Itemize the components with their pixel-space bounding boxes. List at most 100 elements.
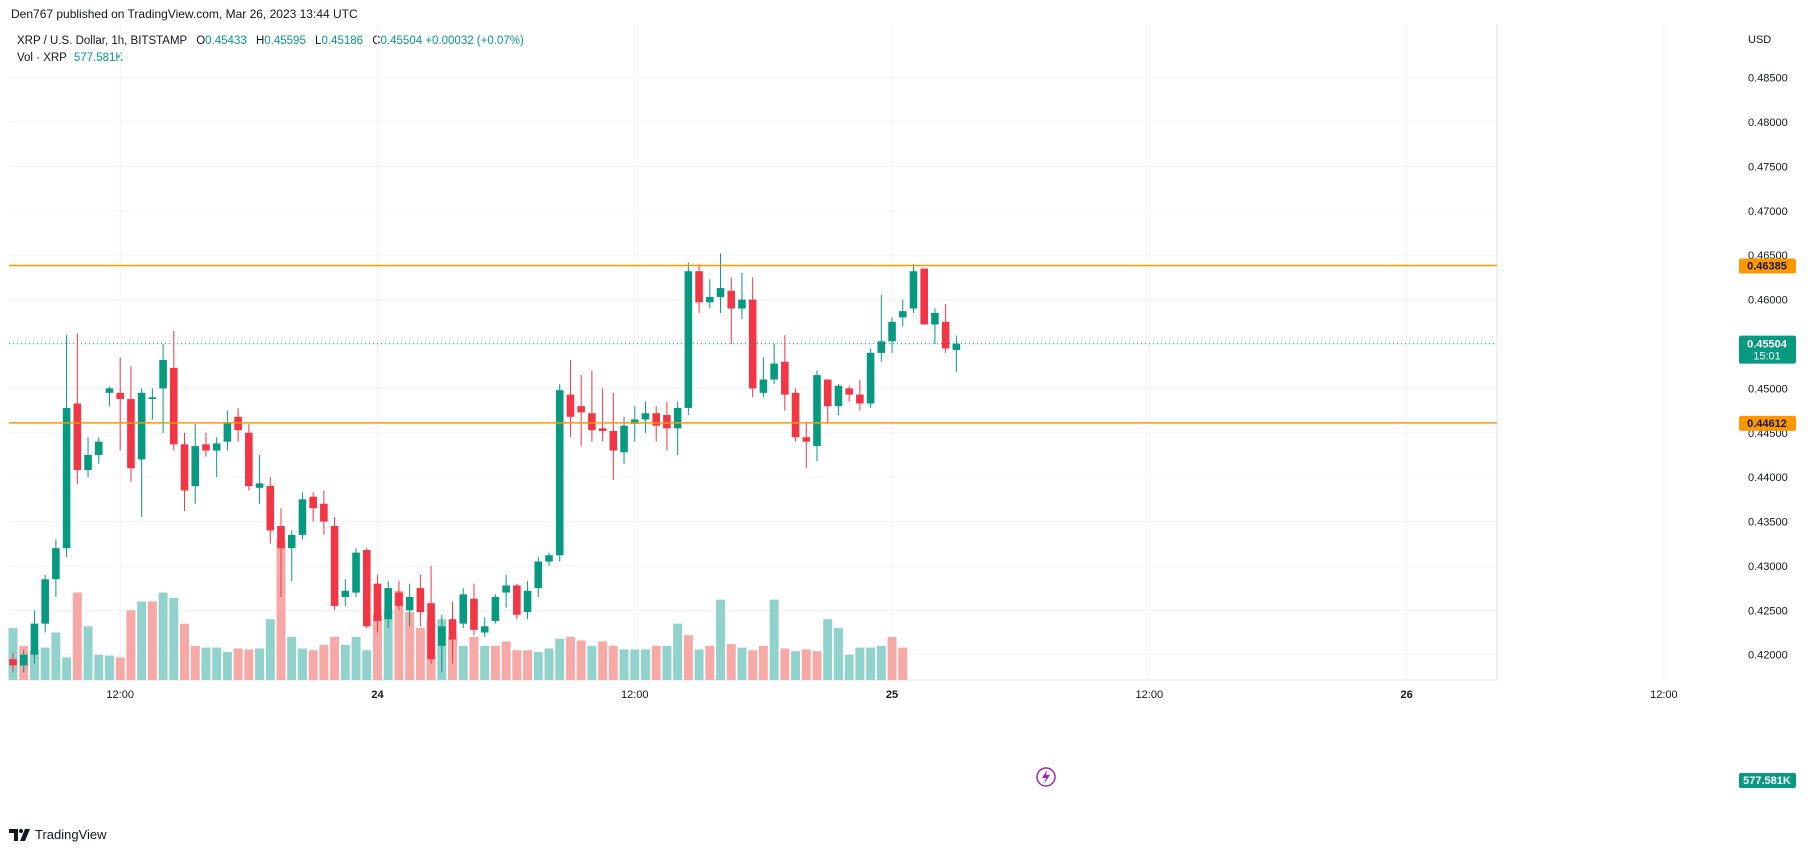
candle-body[interactable] xyxy=(148,397,157,400)
candle-body[interactable] xyxy=(770,363,778,380)
candle-body[interactable] xyxy=(287,534,296,549)
candle-body[interactable] xyxy=(298,499,307,535)
candle-body[interactable] xyxy=(802,437,811,442)
candle-body[interactable] xyxy=(888,321,896,342)
candle-body[interactable] xyxy=(255,483,264,488)
candle-body[interactable] xyxy=(427,603,435,660)
candle-body[interactable] xyxy=(170,367,178,445)
candle-body[interactable] xyxy=(191,446,200,487)
candle-body[interactable] xyxy=(630,419,639,424)
candle-body[interactable] xyxy=(266,486,275,531)
candle-body[interactable] xyxy=(641,413,650,420)
candle-body[interactable] xyxy=(448,619,457,640)
candle-body[interactable] xyxy=(545,555,553,562)
candle-body[interactable] xyxy=(502,585,510,593)
candle-body[interactable] xyxy=(866,352,875,404)
candle-body[interactable] xyxy=(845,388,853,395)
candle-body[interactable] xyxy=(813,375,821,447)
candle-body[interactable] xyxy=(588,413,596,431)
candle-body[interactable] xyxy=(438,626,446,646)
volume-bar xyxy=(587,645,597,680)
candle-body[interactable] xyxy=(898,311,907,318)
volume-key[interactable]: Vol · XRP xyxy=(17,52,67,64)
y-tick-label: 0.48500 xyxy=(1748,73,1788,85)
candle-body[interactable] xyxy=(716,288,725,297)
candle-body[interactable] xyxy=(856,394,864,404)
candle-body[interactable] xyxy=(684,271,693,408)
candle-body[interactable] xyxy=(781,361,789,395)
candle-body[interactable] xyxy=(62,407,71,549)
candle-body[interactable] xyxy=(127,399,135,469)
candle-body[interactable] xyxy=(41,579,49,624)
candle-body[interactable] xyxy=(470,598,478,630)
symbol-label[interactable]: XRP / U.S. Dollar, 1h, BITSTAMP xyxy=(17,35,188,47)
candle-body[interactable] xyxy=(834,385,843,407)
candle-body[interactable] xyxy=(395,592,403,606)
candle-body[interactable] xyxy=(159,359,167,389)
level-price-tag xyxy=(1739,415,1796,431)
candle-body[interactable] xyxy=(416,588,425,613)
candle-body[interactable] xyxy=(73,403,82,471)
candle-body[interactable] xyxy=(373,583,382,621)
candle-body[interactable] xyxy=(909,271,918,309)
candle-body[interactable] xyxy=(759,379,768,393)
candle-body[interactable] xyxy=(137,392,146,460)
candle-body[interactable] xyxy=(748,299,757,389)
candle-body[interactable] xyxy=(491,597,500,621)
candle-body[interactable] xyxy=(30,623,39,655)
volume-bar xyxy=(83,626,93,680)
candle-body[interactable] xyxy=(116,392,124,400)
candle-body[interactable] xyxy=(341,590,350,598)
candle-body[interactable] xyxy=(877,341,886,353)
candle-body[interactable] xyxy=(673,407,682,429)
candle-body[interactable] xyxy=(952,343,961,350)
volume-value-label: 577.581K xyxy=(1743,775,1791,787)
volume-bar xyxy=(29,650,39,680)
candle-body[interactable] xyxy=(941,321,950,349)
candle-body[interactable] xyxy=(19,654,28,666)
candle-body[interactable] xyxy=(180,444,189,491)
candle-body[interactable] xyxy=(9,659,17,666)
candle-body[interactable] xyxy=(738,299,746,309)
candle-body[interactable] xyxy=(202,444,210,451)
candle-body[interactable] xyxy=(105,388,114,393)
candle-body[interactable] xyxy=(320,503,328,522)
candle-body[interactable] xyxy=(577,406,585,413)
candle-body[interactable] xyxy=(931,312,939,325)
candle-body[interactable] xyxy=(791,392,800,438)
candle-body[interactable] xyxy=(352,552,360,593)
candle-body[interactable] xyxy=(566,394,575,417)
candle-body[interactable] xyxy=(330,525,339,606)
candle-body[interactable] xyxy=(84,454,92,471)
candle-body[interactable] xyxy=(609,431,618,451)
candle-body[interactable] xyxy=(94,441,103,455)
candle-body[interactable] xyxy=(459,594,468,624)
candle-body[interactable] xyxy=(513,585,521,615)
candle-body[interactable] xyxy=(309,496,317,509)
candle-body[interactable] xyxy=(362,549,371,627)
candle-body[interactable] xyxy=(523,590,532,613)
candle-body[interactable] xyxy=(52,548,60,580)
candle-body[interactable] xyxy=(405,597,414,611)
candle-body[interactable] xyxy=(245,432,253,487)
candle-body[interactable] xyxy=(534,561,543,589)
volume-bar xyxy=(608,645,618,680)
candle-body[interactable] xyxy=(727,290,736,309)
candle-body[interactable] xyxy=(223,422,232,442)
candle-body[interactable] xyxy=(277,525,285,549)
candle-body[interactable] xyxy=(212,443,221,451)
candle-body[interactable] xyxy=(652,413,660,426)
candle-body[interactable] xyxy=(695,271,703,303)
candle-body[interactable] xyxy=(663,415,671,429)
candle-body[interactable] xyxy=(555,390,564,556)
high-value: 0.45595 xyxy=(264,35,306,47)
candle-body[interactable] xyxy=(706,296,714,303)
candle-body[interactable] xyxy=(620,425,628,453)
candle-body[interactable] xyxy=(823,379,832,407)
candle-body[interactable] xyxy=(480,626,489,633)
candle-body[interactable] xyxy=(920,268,928,325)
candle-body[interactable] xyxy=(384,588,392,620)
candle-body[interactable] xyxy=(598,428,607,432)
tradingview-footer[interactable]: TradingView xyxy=(9,827,107,842)
